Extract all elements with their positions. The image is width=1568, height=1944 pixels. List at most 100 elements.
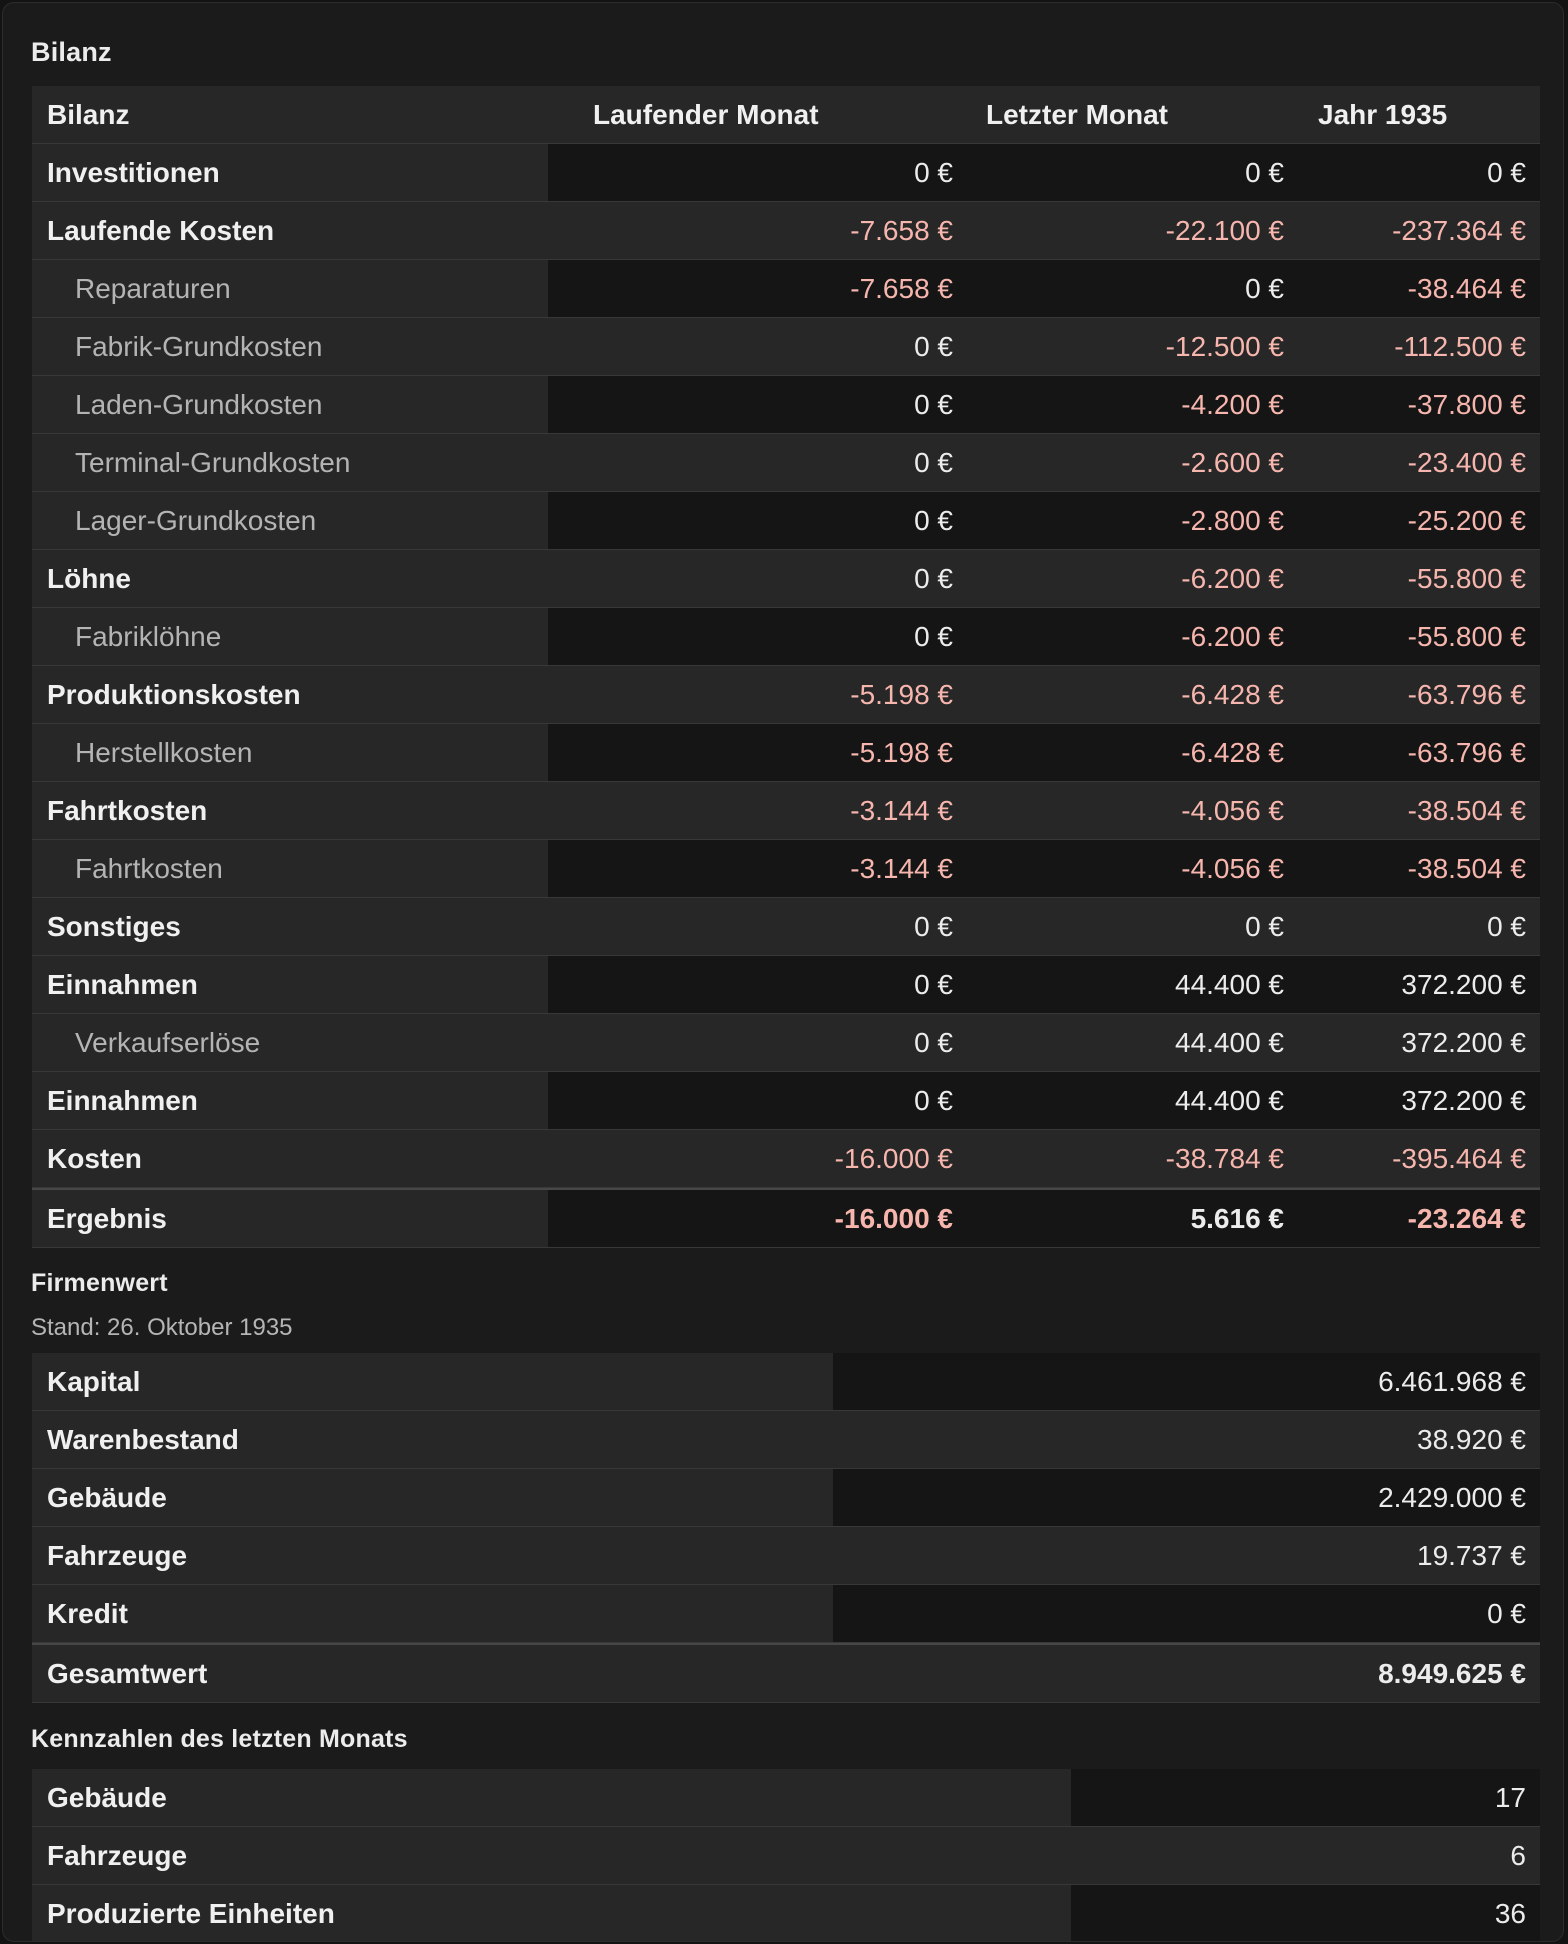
value-year: -63.796 € [1298, 724, 1540, 781]
value-year: 372.200 € [1298, 956, 1540, 1013]
bilanz-header-row: Bilanz Laufender Monat Letzter Monat Jah… [32, 86, 1540, 144]
row-label: Einnahmen [32, 1072, 548, 1129]
row-label: Fabrik-Grundkosten [32, 318, 548, 375]
bilanz-row-herstellkosten: Herstellkosten -5.198 € -6.428 € -63.796… [32, 724, 1540, 782]
row-label: Herstellkosten [32, 724, 548, 781]
value-year: -38.504 € [1298, 782, 1540, 839]
bilanz-row-laden-grundkosten: Laden-Grundkosten 0 € -4.200 € -37.800 € [32, 376, 1540, 434]
value-last-month: 44.400 € [967, 956, 1298, 1013]
row-label: Terminal-Grundkosten [32, 434, 548, 491]
firmenwert-table: Kapital 6.461.968 € Warenbestand 38.920 … [32, 1353, 1540, 1703]
value-last-month: -4.056 € [967, 840, 1298, 897]
value-current-month: 0 € [548, 608, 967, 665]
bilanz-row-einnahmen-total: Einnahmen 0 € 44.400 € 372.200 € [32, 1072, 1540, 1130]
row-value: 6 [1071, 1827, 1540, 1884]
firmenwert-section-title: Firmenwert [31, 1269, 168, 1297]
column-header-label: Bilanz [32, 86, 548, 143]
bilanz-row-fabrik-grundkosten: Fabrik-Grundkosten 0 € -12.500 € -112.50… [32, 318, 1540, 376]
row-label: Gebäude [32, 1769, 1071, 1826]
value-year: -63.796 € [1298, 666, 1540, 723]
row-label: Gebäude [32, 1469, 833, 1526]
value-current-month: -7.658 € [548, 260, 967, 317]
value-last-month: 0 € [967, 144, 1298, 201]
bilanz-row-kosten-total: Kosten -16.000 € -38.784 € -395.464 € [32, 1130, 1540, 1188]
row-label: Laden-Grundkosten [32, 376, 548, 433]
value-last-month: -6.428 € [967, 666, 1298, 723]
value-current-month: 0 € [548, 376, 967, 433]
value-last-month: -12.500 € [967, 318, 1298, 375]
value-year: -23.400 € [1298, 434, 1540, 491]
row-label: Ergebnis [32, 1190, 548, 1247]
row-label: Einnahmen [32, 956, 548, 1013]
row-label: Fahrtkosten [32, 840, 548, 897]
row-label: Laufende Kosten [32, 202, 548, 259]
firmenwert-row-warenbestand: Warenbestand 38.920 € [32, 1411, 1540, 1469]
value-current-month: 0 € [548, 1014, 967, 1071]
row-value: 8.949.625 € [833, 1645, 1540, 1702]
value-current-month: 0 € [548, 434, 967, 491]
value-last-month: -4.200 € [967, 376, 1298, 433]
value-year: 0 € [1298, 144, 1540, 201]
firmenwert-row-kredit: Kredit 0 € [32, 1585, 1540, 1643]
value-last-month: -2.600 € [967, 434, 1298, 491]
value-year: -55.800 € [1298, 550, 1540, 607]
value-current-month: 0 € [548, 318, 967, 375]
firmenwert-row-fahrzeuge: Fahrzeuge 19.737 € [32, 1527, 1540, 1585]
bilanz-row-einnahmen-group: Einnahmen 0 € 44.400 € 372.200 € [32, 956, 1540, 1014]
value-current-month: -16.000 € [548, 1130, 967, 1187]
value-current-month: -3.144 € [548, 782, 967, 839]
value-current-month: -3.144 € [548, 840, 967, 897]
value-year: -23.264 € [1298, 1190, 1540, 1247]
value-current-month: 0 € [548, 550, 967, 607]
bilanz-section-title: Bilanz [31, 37, 112, 67]
value-last-month: -4.056 € [967, 782, 1298, 839]
kennzahlen-table: Gebäude 17 Fahrzeuge 6 Produzierte Einhe… [32, 1769, 1540, 1941]
value-current-month: -16.000 € [548, 1190, 967, 1247]
row-label: Verkaufserlöse [32, 1014, 548, 1071]
value-last-month: 44.400 € [967, 1014, 1298, 1071]
row-value: 17 [1071, 1769, 1540, 1826]
row-label: Produktionskosten [32, 666, 548, 723]
bilanz-row-verkaufserloese: Verkaufserlöse 0 € 44.400 € 372.200 € [32, 1014, 1540, 1072]
value-year: 372.200 € [1298, 1014, 1540, 1071]
value-last-month: 44.400 € [967, 1072, 1298, 1129]
bilanz-row-fahrtkosten: Fahrtkosten -3.144 € -4.056 € -38.504 € [32, 840, 1540, 898]
row-label: Löhne [32, 550, 548, 607]
value-current-month: 0 € [548, 956, 967, 1013]
bilanz-row-loehne: Löhne 0 € -6.200 € -55.800 € [32, 550, 1540, 608]
value-last-month: 5.616 € [967, 1190, 1298, 1247]
bilanz-row-fahrtkosten-group: Fahrtkosten -3.144 € -4.056 € -38.504 € [32, 782, 1540, 840]
value-last-month: 0 € [967, 898, 1298, 955]
value-current-month: 0 € [548, 492, 967, 549]
row-label: Fahrzeuge [32, 1527, 833, 1584]
row-label: Kosten [32, 1130, 548, 1187]
value-current-month: 0 € [548, 898, 967, 955]
bilanz-table: Bilanz Laufender Monat Letzter Monat Jah… [32, 86, 1540, 1248]
column-header-last-month: Letzter Monat [967, 86, 1298, 143]
kennzahlen-row-fahrzeuge: Fahrzeuge 6 [32, 1827, 1540, 1885]
column-header-current-month: Laufender Monat [548, 86, 967, 143]
firmenwert-row-gesamtwert: Gesamtwert 8.949.625 € [32, 1643, 1540, 1703]
value-year: -112.500 € [1298, 318, 1540, 375]
row-value: 0 € [833, 1585, 1540, 1642]
bilanz-row-produktionskosten: Produktionskosten -5.198 € -6.428 € -63.… [32, 666, 1540, 724]
bilanz-row-sonstiges: Sonstiges 0 € 0 € 0 € [32, 898, 1540, 956]
row-value: 19.737 € [833, 1527, 1540, 1584]
value-year: -25.200 € [1298, 492, 1540, 549]
row-label: Fahrtkosten [32, 782, 548, 839]
bilanz-row-investitionen: Investitionen 0 € 0 € 0 € [32, 144, 1540, 202]
value-current-month: 0 € [548, 1072, 967, 1129]
value-current-month: -5.198 € [548, 724, 967, 781]
value-last-month: -2.800 € [967, 492, 1298, 549]
bilanz-row-laufende-kosten: Laufende Kosten -7.658 € -22.100 € -237.… [32, 202, 1540, 260]
value-current-month: 0 € [548, 144, 967, 201]
value-year: 372.200 € [1298, 1072, 1540, 1129]
bilanz-row-fabrikloehne: Fabriklöhne 0 € -6.200 € -55.800 € [32, 608, 1540, 666]
bilanz-row-lager-grundkosten: Lager-Grundkosten 0 € -2.800 € -25.200 € [32, 492, 1540, 550]
kennzahlen-section-title: Kennzahlen des letzten Monats [31, 1725, 408, 1753]
row-label: Produzierte Einheiten [32, 1885, 1071, 1941]
row-label: Reparaturen [32, 260, 548, 317]
value-year: -38.504 € [1298, 840, 1540, 897]
row-value: 6.461.968 € [833, 1353, 1540, 1410]
row-value: 36 [1071, 1885, 1540, 1941]
